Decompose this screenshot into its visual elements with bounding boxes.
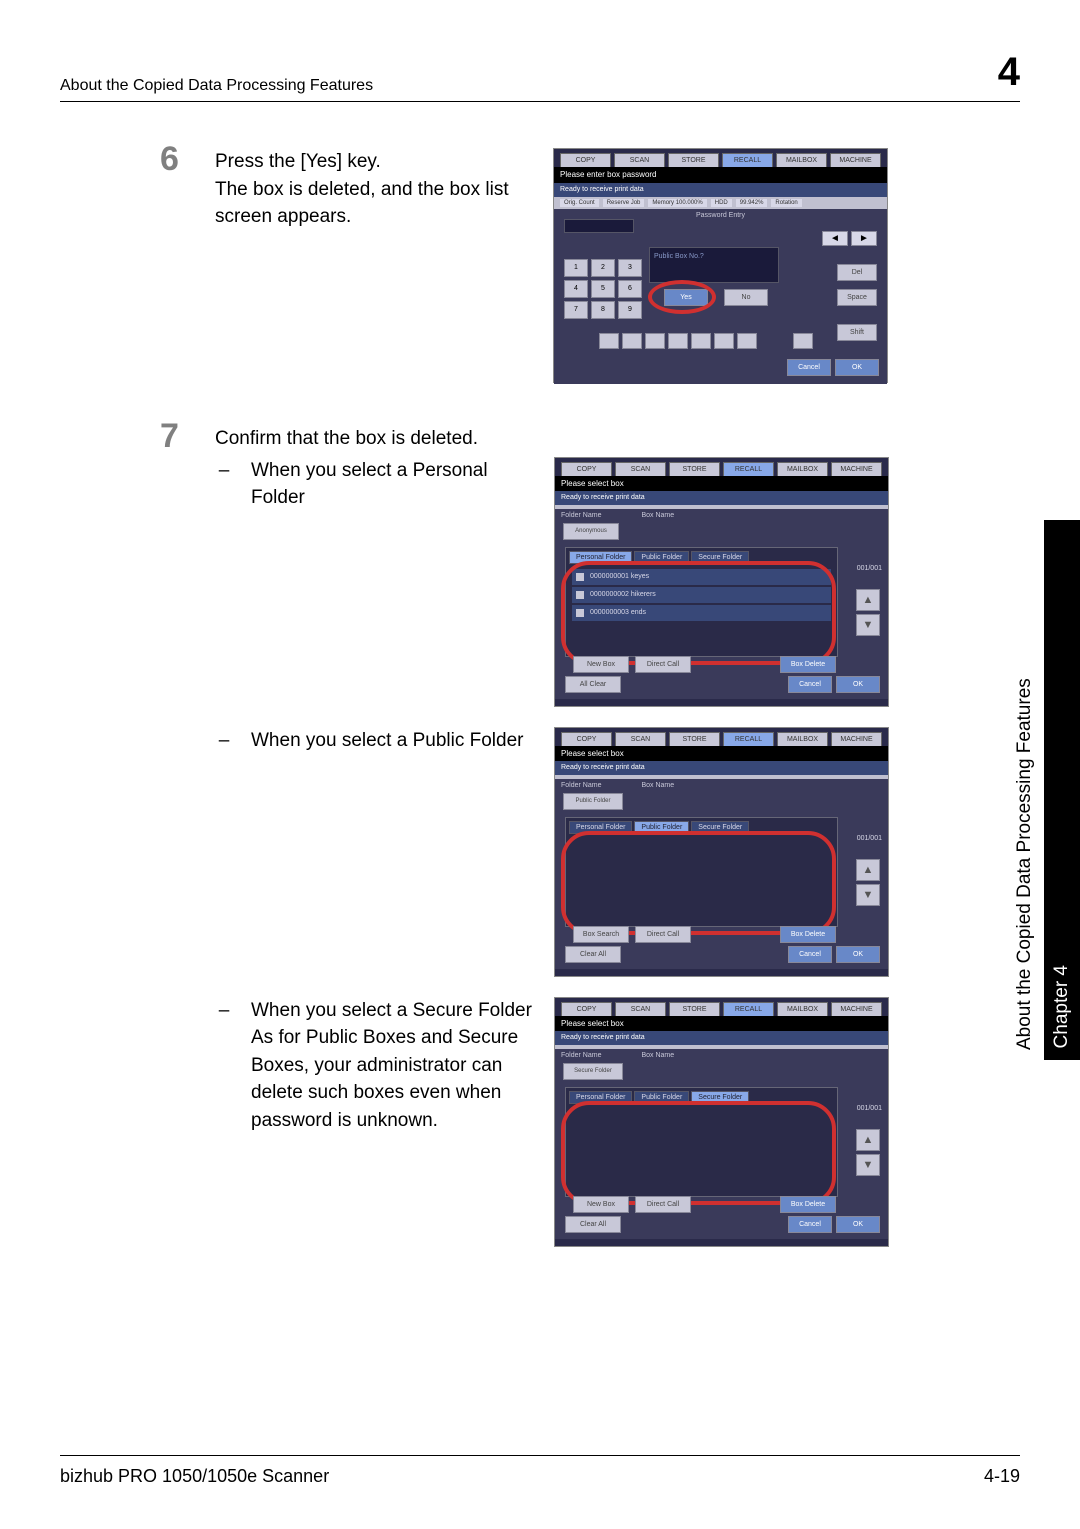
tab: SCAN: [614, 153, 665, 167]
tab: STORE: [668, 153, 719, 167]
screenshot-public-folder: COPY SCAN STORE RECALL MAILBOX MACHINE P…: [554, 727, 889, 977]
no-button: No: [724, 289, 768, 306]
bullet-text: When you select a Secure Folder As for P…: [251, 997, 536, 1135]
arrow-right-icon: ►: [851, 231, 877, 246]
title-bar: Please enter box password: [554, 167, 887, 183]
tab: MAILBOX: [776, 153, 827, 167]
screenshot-secure-folder: COPY SCAN STORE RECALL MAILBOX MACHINE P…: [554, 997, 889, 1247]
step-text: Press the [Yes] key. The box is deleted,…: [215, 148, 535, 231]
yes-button: Yes: [664, 289, 708, 306]
space-button: Space: [837, 289, 877, 306]
page-header: About the Copied Data Processing Feature…: [60, 50, 1020, 102]
ok-button: OK: [835, 359, 879, 376]
side-tab-inner: Chapter 4: [1051, 965, 1073, 1048]
arrow-down-icon: ▼: [856, 1154, 880, 1176]
arrow-up-icon: ▲: [856, 1129, 880, 1151]
step-number: 6: [160, 142, 215, 176]
arrow-left-icon: ◄: [822, 231, 848, 246]
step-number: 7: [160, 419, 215, 453]
header-title: About the Copied Data Processing Feature…: [60, 77, 373, 95]
side-chapter-tab: About the Copied Data Processing Feature…: [1044, 520, 1080, 1060]
tab: MACHINE: [830, 153, 881, 167]
arrow-down-icon: ▼: [856, 614, 880, 636]
step-intro: Confirm that the box is deleted.: [215, 425, 1020, 453]
step-6: 6 Press the [Yes] key. The box is delete…: [160, 142, 1020, 383]
chapter-number: 4: [998, 50, 1020, 95]
keypad: 1 2 3 4 5 6 7 8 9: [564, 259, 642, 319]
footer-left: bizhub PRO 1050/1050e Scanner: [60, 1466, 329, 1487]
cancel-button: Cancel: [787, 359, 831, 376]
screenshot-personal-folder: COPY SCAN STORE RECALL MAILBOX MACHINE P…: [554, 457, 889, 707]
step-7: 7 Confirm that the box is deleted. – Whe…: [160, 419, 1020, 1247]
tab: COPY: [560, 153, 611, 167]
arrow-down-icon: ▼: [856, 884, 880, 906]
side-tab-outer: About the Copied Data Processing Feature…: [1014, 530, 1036, 1050]
footer-right: 4-19: [984, 1466, 1020, 1487]
screenshot-password-entry: COPY SCAN STORE RECALL MAILBOX MACHINE P…: [553, 148, 888, 383]
status-line: Ready to receive print data: [554, 183, 887, 197]
tab: RECALL: [722, 153, 773, 167]
shift-button: Shift: [837, 324, 877, 341]
del-button: Del: [837, 264, 877, 281]
bullet-text: When you select a Public Fold­er: [251, 727, 536, 755]
page-footer: bizhub PRO 1050/1050e Scanner 4-19: [60, 1455, 1020, 1487]
bullet-text: When you select a Personal Folder: [251, 457, 536, 512]
arrow-up-icon: ▲: [856, 589, 880, 611]
arrow-up-icon: ▲: [856, 859, 880, 881]
